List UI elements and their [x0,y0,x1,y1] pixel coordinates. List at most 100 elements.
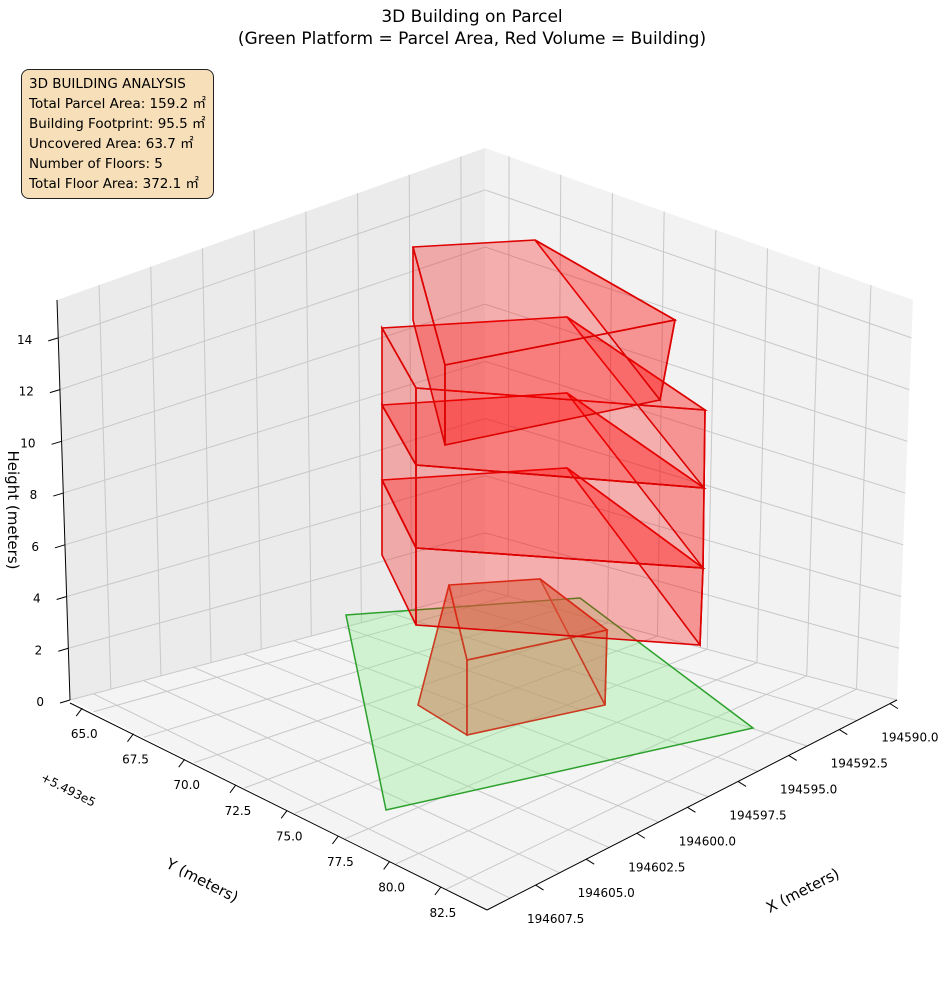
z-tick-label: 10 [20,436,35,450]
gridline [357,193,362,623]
gridline [193,666,610,848]
x-tick-label: 194592.5 [831,757,888,771]
x-tick [788,755,797,761]
z-tick [56,596,67,601]
gridline [855,285,872,690]
x-tick-label: 194595.0 [780,782,837,796]
x-tick [687,806,696,813]
y-tick [383,861,391,870]
gridline [143,680,560,874]
annotation-line: Number of Floors: 5 [29,156,163,172]
gridline [345,662,758,840]
gridline [706,229,717,650]
y-tick [178,758,186,768]
title-line: 3D Building on Parcel [381,7,563,27]
x-tick-label: 194602.5 [628,860,685,874]
y-tick-label: 75.0 [276,829,303,843]
x-tick [737,780,747,787]
y-tick-label: 72.5 [225,804,252,818]
annotation-line: Total Parcel Area: 159.2 ㎡ [29,96,206,112]
z-tick [48,337,59,342]
annotation-line: Uncovered Area: 63.7 ㎡ [29,136,194,152]
y-axis-label: Y (meters) [162,854,241,906]
gridline [63,360,906,494]
z-tick-label: 14 [17,333,32,347]
building-floor-top-top-face [411,239,678,366]
annotation-line: Building Footprint: 95.5 ㎡ [29,116,206,132]
z-tick-label: 0 [36,695,44,709]
gridline [243,653,659,823]
z-tick-label: 4 [33,592,41,606]
y-tick-label: 67.5 [122,753,149,767]
building-floor-3-top-face [380,316,708,412]
gridline [98,285,112,690]
floor-pane [70,590,897,910]
z-tick [51,440,62,445]
x-tick [839,729,848,735]
x-tick-label: 194607.5 [527,912,584,926]
y-tick-label: 65.0 [71,727,98,741]
building-block-low-top-face [448,578,609,661]
y-tick [229,784,237,794]
x-tick-label: 194590.0 [881,731,938,745]
y-tick [434,886,442,896]
x-tick [585,858,595,865]
z-tick [59,699,71,704]
gridline [93,693,511,899]
z-tick [58,647,69,652]
y-tick [75,707,83,717]
z-axis-label: Height (meters) [4,451,22,570]
gridline [150,266,162,676]
y-tick-label: 80.0 [378,880,405,894]
analysis-annotation: 3D BUILDING ANALYSIS Total Parcel Area: … [21,69,214,199]
x-tick [889,703,899,710]
gridline [93,595,509,713]
gridline [59,246,910,391]
y-axis [69,702,488,911]
chart-title: 3D Building on Parcel (Green Platform = … [0,6,944,50]
y-tick [280,810,288,819]
annotation-heading: 3D BUILDING ANALYSIS [29,76,186,92]
annotation-line: Total Floor Area: 372.1 ㎡ [29,176,200,192]
gridline [64,417,904,546]
x-tick [636,832,646,839]
x-tick-label: 194600.0 [679,834,736,848]
z-tick [53,492,64,497]
gridline [507,156,510,597]
gridline [58,189,912,339]
gridline [68,532,900,649]
y-tick-label: 82.5 [430,906,457,920]
gridline [253,229,262,650]
y-offset-label: +5.493e5 [39,770,98,809]
gridline [61,303,908,442]
gridline [445,688,857,890]
x-tick-label: 194605.0 [578,886,635,900]
gridline [557,174,562,610]
z-tick-label: 2 [35,643,43,657]
gridline [395,675,807,865]
z-tick-label: 8 [30,488,38,502]
gridline [294,648,708,814]
y-tick [332,835,339,845]
gridline [66,475,902,598]
y-tick-label: 77.5 [327,855,354,869]
z-axis [56,299,71,701]
gridline [305,211,312,637]
gridline [460,156,463,597]
gridline [607,193,613,623]
x-tick [535,884,544,891]
z-tick-label: 12 [19,385,34,399]
x-tick-label: 194597.5 [729,808,786,822]
z-tick [54,544,66,549]
x-axis-label: X (meters) [763,864,842,916]
gridline [806,266,820,676]
gridline [201,248,212,663]
y-tick-label: 70.0 [173,778,200,792]
z-tick [49,389,61,394]
subtitle-line: (Green Platform = Parcel Area, Red Volum… [237,29,707,49]
x-axis [486,699,898,911]
gridline [756,248,769,663]
y-tick [127,733,134,742]
